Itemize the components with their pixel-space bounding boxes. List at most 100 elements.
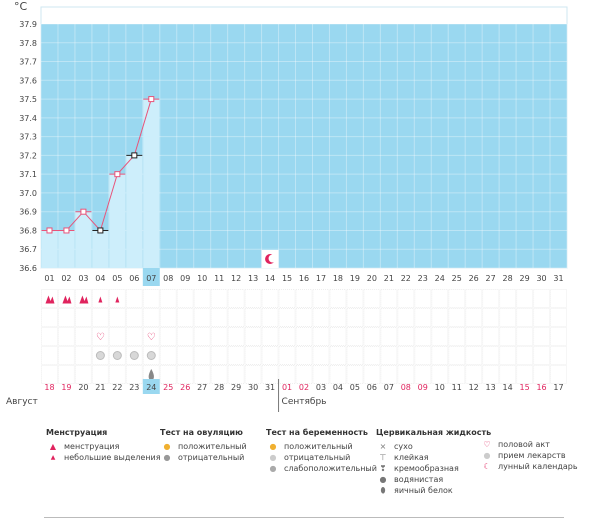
event-cell — [176, 308, 194, 327]
event-cell — [465, 308, 483, 327]
temperature-chart: 37.9 37.8 37.7 37.6 37.5 37.4 37.3 37.2 37.1 37.0… — [6, 6, 568, 412]
event-cell — [57, 327, 75, 346]
event-cell — [516, 327, 534, 346]
event-cell — [431, 308, 449, 327]
ovulation-positive-icon: ● — [163, 442, 171, 451]
event-cell — [380, 327, 398, 346]
event-cell — [210, 327, 228, 346]
calendar-date: 11 — [452, 383, 462, 392]
cycle-day-label: 20 — [367, 274, 377, 283]
cycle-day-label: 01 — [44, 274, 54, 283]
cycle-day-label: 26 — [469, 274, 479, 283]
temp-marker — [80, 208, 87, 215]
cycle-day-label: 22 — [401, 274, 411, 283]
event-cell — [261, 308, 279, 327]
event-cell — [295, 346, 313, 365]
pill-icon — [129, 351, 139, 360]
event-cell — [550, 346, 568, 365]
temp-marker — [97, 227, 104, 234]
cycle-day-label: 18 — [333, 274, 343, 283]
event-cell — [448, 289, 466, 308]
event-cell — [74, 346, 92, 365]
legend-title-cervical: Цервикальная жидкость — [376, 428, 492, 437]
event-cell — [380, 289, 398, 308]
event-cell — [465, 365, 483, 384]
cycle-day-label: 07 — [146, 274, 156, 283]
event-cell — [244, 308, 262, 327]
legend-label: сухо — [394, 442, 413, 451]
calendar-date: 01 — [282, 383, 292, 392]
cycle-day-label: 29 — [519, 274, 529, 283]
event-cell — [227, 365, 245, 384]
event-cell — [550, 289, 568, 308]
y-tick-label: 36.6 — [19, 264, 37, 273]
event-cell — [380, 346, 398, 365]
temp-marker — [131, 152, 138, 159]
event-cell — [363, 308, 381, 327]
event-cell — [414, 365, 432, 384]
event-cell — [329, 327, 347, 346]
creamy-icon: ❣ — [379, 464, 387, 473]
event-cell — [176, 365, 194, 384]
y-tick-label: 37.2 — [19, 151, 37, 160]
event-cell — [57, 346, 75, 365]
event-cell — [278, 365, 296, 384]
legend-label: отрицательный — [284, 453, 351, 462]
event-cell — [41, 365, 58, 384]
event-cell — [244, 365, 262, 384]
event-cell — [295, 327, 313, 346]
menstruation-icon: ▲ — [49, 442, 57, 451]
event-cell — [261, 289, 279, 308]
cycle-day-label: 03 — [78, 274, 88, 283]
cycle-day-label: 27 — [486, 274, 496, 283]
event-cell — [278, 346, 296, 365]
event-cell — [312, 327, 330, 346]
calendar-date: 07 — [384, 383, 394, 392]
moon-icon-cutout — [268, 254, 277, 263]
legend-label: слабоположительный — [284, 464, 377, 473]
event-cell — [125, 289, 143, 308]
calendar-date: 05 — [350, 383, 360, 392]
event-cell — [482, 308, 500, 327]
temp-bar — [58, 230, 75, 268]
event-cell — [244, 346, 262, 365]
legend-title-ovulation: Тест на овуляцию — [160, 428, 243, 437]
calendar-date: 04 — [333, 383, 343, 392]
event-cell — [363, 346, 381, 365]
event-cell — [499, 289, 517, 308]
event-cell — [244, 327, 262, 346]
calendar-date: 30 — [248, 383, 258, 392]
event-cell — [346, 346, 364, 365]
heart-icon: ♡ — [147, 332, 156, 343]
event-cell — [516, 365, 534, 384]
legend-label: прием лекарств — [498, 451, 566, 460]
event-cell — [278, 308, 296, 327]
event-cell — [210, 365, 228, 384]
cycle-day-label: 04 — [95, 274, 105, 283]
legend-other: ♡ половой акт ● прием лекарств ☾ лунный кал… — [480, 439, 577, 472]
dry-icon: × — [379, 442, 387, 451]
event-cell — [57, 308, 75, 327]
event-cell — [125, 365, 143, 384]
legend-label: клейкая — [394, 453, 429, 462]
event-cell — [533, 308, 551, 327]
calendar-date: 18 — [44, 383, 54, 392]
event-cell — [227, 289, 245, 308]
menstruation-icon — [45, 295, 52, 304]
calendar-date: 27 — [197, 383, 207, 392]
y-tick-label: 37.6 — [19, 76, 37, 85]
calendar-date: 03 — [316, 383, 326, 392]
sticky-icon: ⊤ — [379, 453, 387, 462]
calendar-date: 22 — [112, 383, 122, 392]
event-cell — [91, 365, 109, 384]
cycle-day-label: 09 — [180, 274, 190, 283]
event-cell — [397, 346, 415, 365]
legend-title-pregnancy: Тест на беременность — [266, 428, 368, 437]
cycle-day-label: 17 — [316, 274, 326, 283]
event-cell — [346, 289, 364, 308]
calendar-date: 09 — [418, 383, 428, 392]
calendar-date: 23 — [129, 383, 139, 392]
event-cell — [125, 327, 143, 346]
spotting-icon — [115, 296, 120, 303]
event-cell — [295, 365, 313, 384]
